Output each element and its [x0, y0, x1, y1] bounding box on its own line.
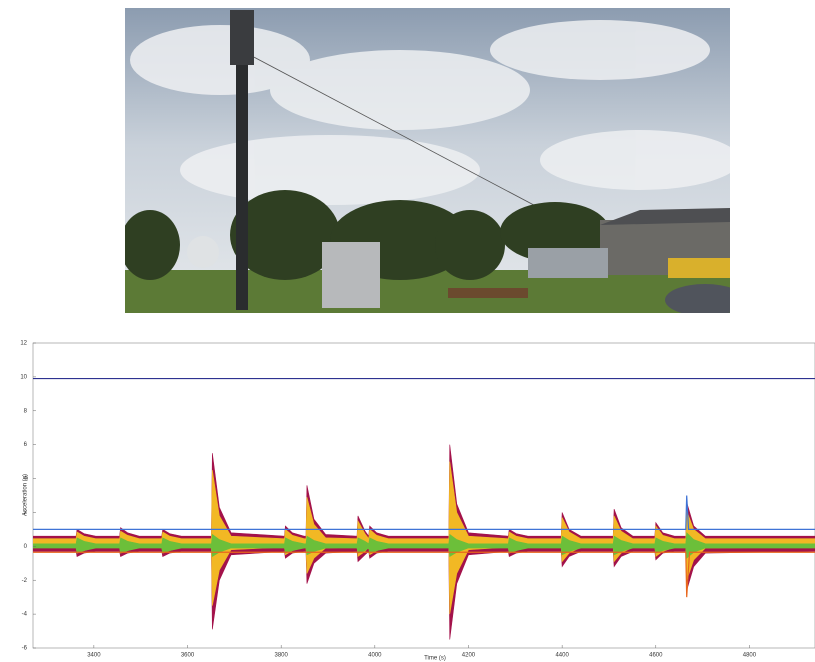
site-photo: [120, 8, 745, 316]
satellite-dish: [187, 236, 219, 268]
tower: [236, 30, 248, 310]
x-tick-label: 3800: [274, 653, 288, 659]
x-tick-label: 4400: [555, 653, 569, 659]
y-tick-label: 8: [24, 408, 28, 414]
cabin: [322, 242, 380, 308]
y-tick-label: 10: [20, 374, 27, 380]
trailer: [448, 288, 528, 298]
x-axis-title: Time (s): [424, 656, 446, 662]
y-tick-label: 6: [24, 442, 28, 448]
chart: Time (s) Acceleration (g) -6-4-202468101…: [20, 341, 815, 662]
figure: Time (s) Acceleration (g) -6-4-202468101…: [0, 0, 815, 662]
x-tick-label: 3600: [181, 653, 195, 659]
tower-antennas: [230, 10, 254, 65]
plot-area: [33, 343, 815, 648]
shed: [528, 248, 608, 278]
y-tick-label: 0: [24, 544, 28, 550]
yellow-cart: [668, 258, 730, 278]
y-tick-label: -2: [22, 578, 28, 584]
x-tick-label: 4800: [743, 653, 757, 659]
x-tick-label: 4200: [462, 653, 476, 659]
x-tick-label: 4000: [368, 653, 382, 659]
car: [665, 284, 745, 316]
x-tick-label: 4600: [649, 653, 663, 659]
x-tick-label: 3400: [87, 653, 101, 659]
y-tick-label: -4: [22, 612, 28, 618]
y-tick-label: -6: [22, 646, 28, 652]
y-tick-label: 12: [20, 341, 27, 347]
